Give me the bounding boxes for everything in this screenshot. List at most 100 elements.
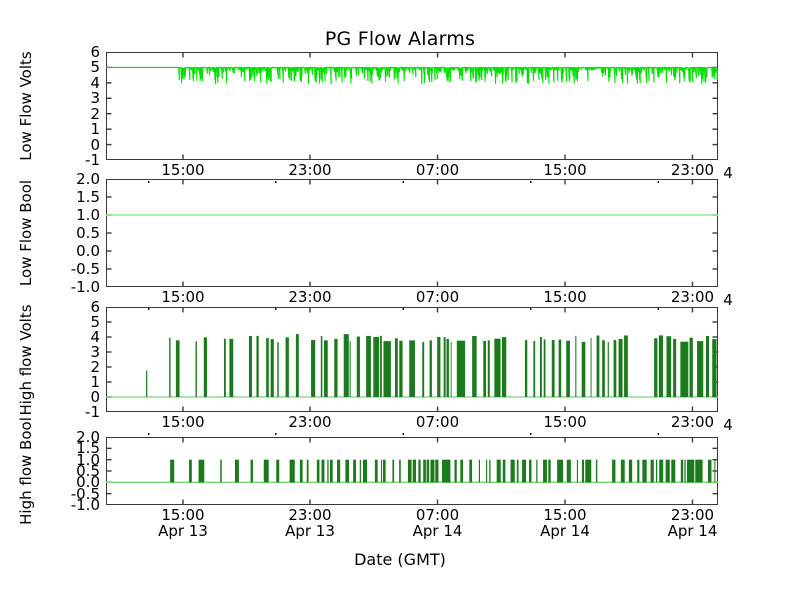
- x-tick-date-clipped: Apr 13: [126, 433, 196, 438]
- y-tick-label-high-flow-bool-5: 1.5: [76, 439, 100, 458]
- x-tick-date-clipped: Apr 13: [126, 181, 196, 186]
- series-low-flow-volts: [106, 52, 718, 160]
- y-tick-label-low-flow-volts-1: 0: [90, 135, 100, 154]
- x-tick-time: 23:00: [670, 161, 715, 179]
- plot-panel-low-flow-volts: [106, 52, 718, 160]
- y-tick-label-low-flow-bool-6: 2.0: [76, 170, 100, 188]
- plot-panel-high-flow-volts: [106, 307, 718, 412]
- x-tick-time: 23:00: [670, 413, 715, 431]
- x-tick-clipped-fragment: 4: [723, 291, 733, 309]
- x-tick-time: 23:00: [288, 506, 332, 524]
- x-tick-label-high-flow-bool-2: 07:00 Apr 14: [412, 506, 463, 540]
- x-tick-time: 15:00: [543, 288, 587, 306]
- y-tick-label-high-flow-bool-4: 1.0: [76, 450, 100, 469]
- x-tick-time: 15:00: [161, 506, 205, 524]
- x-tick-date-clipped: Apr 13: [253, 308, 323, 313]
- x-tick-date-clipped: Apr 14: [508, 433, 578, 438]
- y-tick-label-high-flow-volts-1: 0: [90, 388, 100, 406]
- chart-title: PG Flow Alarms: [324, 28, 476, 50]
- y-tick-label-low-flow-bool-3: 0.5: [76, 224, 100, 242]
- x-tick-date-clipped: Apr 14: [381, 433, 451, 438]
- x-tick-date-clipped: Apr 13: [126, 308, 196, 313]
- plot-frame-low-flow-bool: [106, 179, 718, 287]
- x-tick-date-clipped: Apr 14: [508, 308, 578, 313]
- plot-frame-high-flow-bool: [106, 437, 718, 505]
- x-tick-time: 15:00: [161, 161, 205, 179]
- series-high-flow-volts: [106, 307, 718, 412]
- y-axis-label-high-flow-volts: High flow Volts: [17, 303, 35, 416]
- y-axis-label-low-flow-bool: Low Flow Bool: [17, 179, 35, 287]
- y-tick-label-high-flow-volts-0: -1: [85, 403, 100, 421]
- series-low-flow-bool: [106, 179, 718, 287]
- x-tick-date-clipped: Apr 14: [636, 433, 706, 438]
- y-tick-label-high-flow-volts-6: 5: [90, 313, 100, 331]
- y-tick-label-low-flow-volts-4: 3: [90, 89, 100, 108]
- y-tick-label-high-flow-bool-6: 2.0: [76, 428, 100, 446]
- x-axis-label: Date (GMT): [354, 550, 446, 569]
- y-tick-label-high-flow-volts-3: 2: [90, 358, 100, 376]
- series-high-flow-bool: [106, 437, 718, 505]
- y-axis-label-low-flow-volts: Low Flow Volts: [17, 51, 35, 161]
- x-tick-clipped-fragment: 4: [723, 416, 733, 434]
- x-tick-time: 23:00: [288, 288, 332, 306]
- x-tick-time: 15:00: [161, 413, 205, 431]
- x-tick-date-clipped: Apr 13: [253, 181, 323, 186]
- x-tick-date-clipped: Apr 13: [253, 433, 323, 438]
- y-tick-label-high-flow-volts-7: 6: [90, 298, 100, 316]
- y-tick-label-high-flow-volts-4: 3: [90, 343, 100, 361]
- y-tick-label-low-flow-bool-4: 1.0: [76, 206, 100, 224]
- x-tick-time: 23:00: [670, 288, 715, 306]
- x-tick-time: 07:00: [415, 288, 460, 306]
- x-tick-date: Apr 14: [540, 521, 590, 540]
- y-tick-label-low-flow-bool-5: 1.5: [76, 188, 100, 206]
- x-tick-label-high-flow-bool-4: 23:00 Apr 14: [667, 506, 718, 540]
- x-tick-time: 23:00: [288, 413, 332, 431]
- y-tick-label-low-flow-bool-2: 0.0: [76, 242, 100, 260]
- y-tick-label-low-flow-volts-3: 2: [90, 104, 100, 123]
- y-tick-label-high-flow-bool-2: 0.0: [76, 473, 100, 492]
- x-tick-time: 23:00: [288, 161, 332, 179]
- y-tick-label-low-flow-volts-2: 1: [90, 120, 100, 139]
- y-tick-label-high-flow-volts-5: 4: [90, 328, 100, 346]
- y-axis-label-high-flow-bool: High flow Bool: [17, 417, 35, 525]
- y-tick-label-high-flow-bool-1: -0.5: [70, 484, 100, 503]
- x-tick-label-high-flow-bool-1: 23:00 Apr 13: [285, 506, 335, 540]
- x-tick-time: 15:00: [543, 506, 587, 524]
- y-tick-label-high-flow-bool-0: -1.0: [70, 496, 100, 514]
- y-tick-label-high-flow-bool-3: 0.5: [76, 462, 100, 480]
- y-tick-label-high-flow-volts-2: 1: [90, 373, 100, 391]
- x-tick-time: 15:00: [543, 161, 587, 179]
- plot-panel-high-flow-bool: [106, 437, 718, 505]
- x-tick-date-clipped: Apr 14: [381, 181, 451, 186]
- x-tick-date-clipped: Apr 14: [381, 308, 451, 313]
- x-tick-date: Apr 14: [412, 521, 463, 540]
- x-tick-date: Apr 14: [667, 521, 718, 540]
- x-tick-time: 15:00: [161, 288, 205, 306]
- x-tick-label-high-flow-bool-0: 15:00 Apr 13: [158, 506, 208, 540]
- y-tick-label-low-flow-volts-5: 4: [90, 73, 100, 92]
- x-tick-time: 07:00: [415, 506, 460, 524]
- x-tick-date-clipped: Apr 14: [508, 181, 578, 186]
- x-tick-time: 15:00: [543, 413, 587, 431]
- x-tick-date-clipped: Apr 14: [636, 308, 706, 313]
- x-tick-label-high-flow-bool-3: 15:00 Apr 14: [540, 506, 590, 540]
- x-tick-time: 07:00: [415, 413, 460, 431]
- x-tick-time: 23:00: [670, 506, 715, 524]
- x-tick-time: 07:00: [415, 161, 460, 179]
- x-tick-date-clipped: Apr 14: [636, 181, 706, 186]
- y-tick-label-low-flow-bool-0: -1.0: [70, 278, 100, 296]
